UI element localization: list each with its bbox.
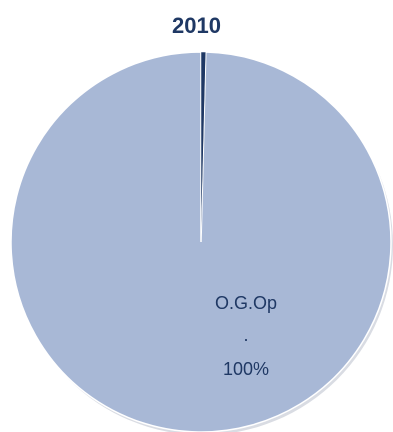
pie-slice-1 bbox=[200, 51, 207, 243]
slice-label-name: O.G.Op bbox=[215, 293, 277, 313]
slice-label-value: 100% bbox=[223, 359, 269, 379]
chart-title: 2010 bbox=[172, 13, 221, 38]
slice-label-separator: . bbox=[243, 325, 248, 345]
